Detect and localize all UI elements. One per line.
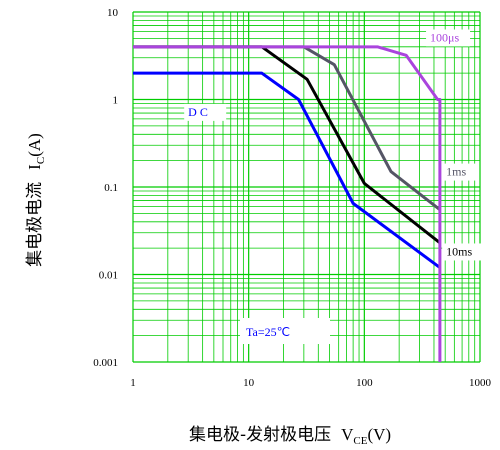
series-label-dc: D C bbox=[188, 105, 208, 119]
series-labels: D C 10ms 1ms 100μs bbox=[184, 29, 483, 261]
series-label-box-10ms bbox=[442, 243, 483, 261]
series-label-1ms: 1ms bbox=[446, 165, 466, 179]
series-label-box-100s bbox=[426, 29, 471, 47]
series-label-box-1ms bbox=[442, 163, 477, 181]
series-label-10ms: 10ms bbox=[446, 244, 472, 258]
series-label-100s: 100μs bbox=[430, 31, 459, 45]
x-tick-label: 1000 bbox=[469, 377, 492, 389]
tick-labels: 1 10 100 1000 0.001 0.01 0.1 1 10 bbox=[93, 7, 491, 389]
temperature-annotation: Ta=25℃ bbox=[246, 325, 290, 339]
x-axis-title: 集电极-发射极电压 VCE(V) bbox=[189, 425, 391, 447]
y-axis-title: 集电极电流IC(A) bbox=[25, 133, 47, 267]
y-tick-label: 0.001 bbox=[93, 357, 118, 369]
series-line-dc bbox=[133, 71, 441, 269]
series-line-100s bbox=[133, 45, 442, 362]
series-label-box-dc bbox=[184, 103, 227, 121]
grid-lines bbox=[132, 11, 481, 363]
x-tick-label: 100 bbox=[356, 377, 373, 389]
y-tick-label: 0.1 bbox=[104, 182, 118, 194]
x-tick-label: 1 bbox=[130, 377, 136, 389]
y-tick-label: 0.01 bbox=[99, 270, 118, 282]
y-tick-label: 1 bbox=[113, 95, 119, 107]
y-tick-label: 10 bbox=[107, 7, 119, 19]
x-tick-label: 10 bbox=[243, 377, 255, 389]
annotation-box bbox=[240, 318, 330, 344]
series-lines bbox=[133, 45, 442, 362]
